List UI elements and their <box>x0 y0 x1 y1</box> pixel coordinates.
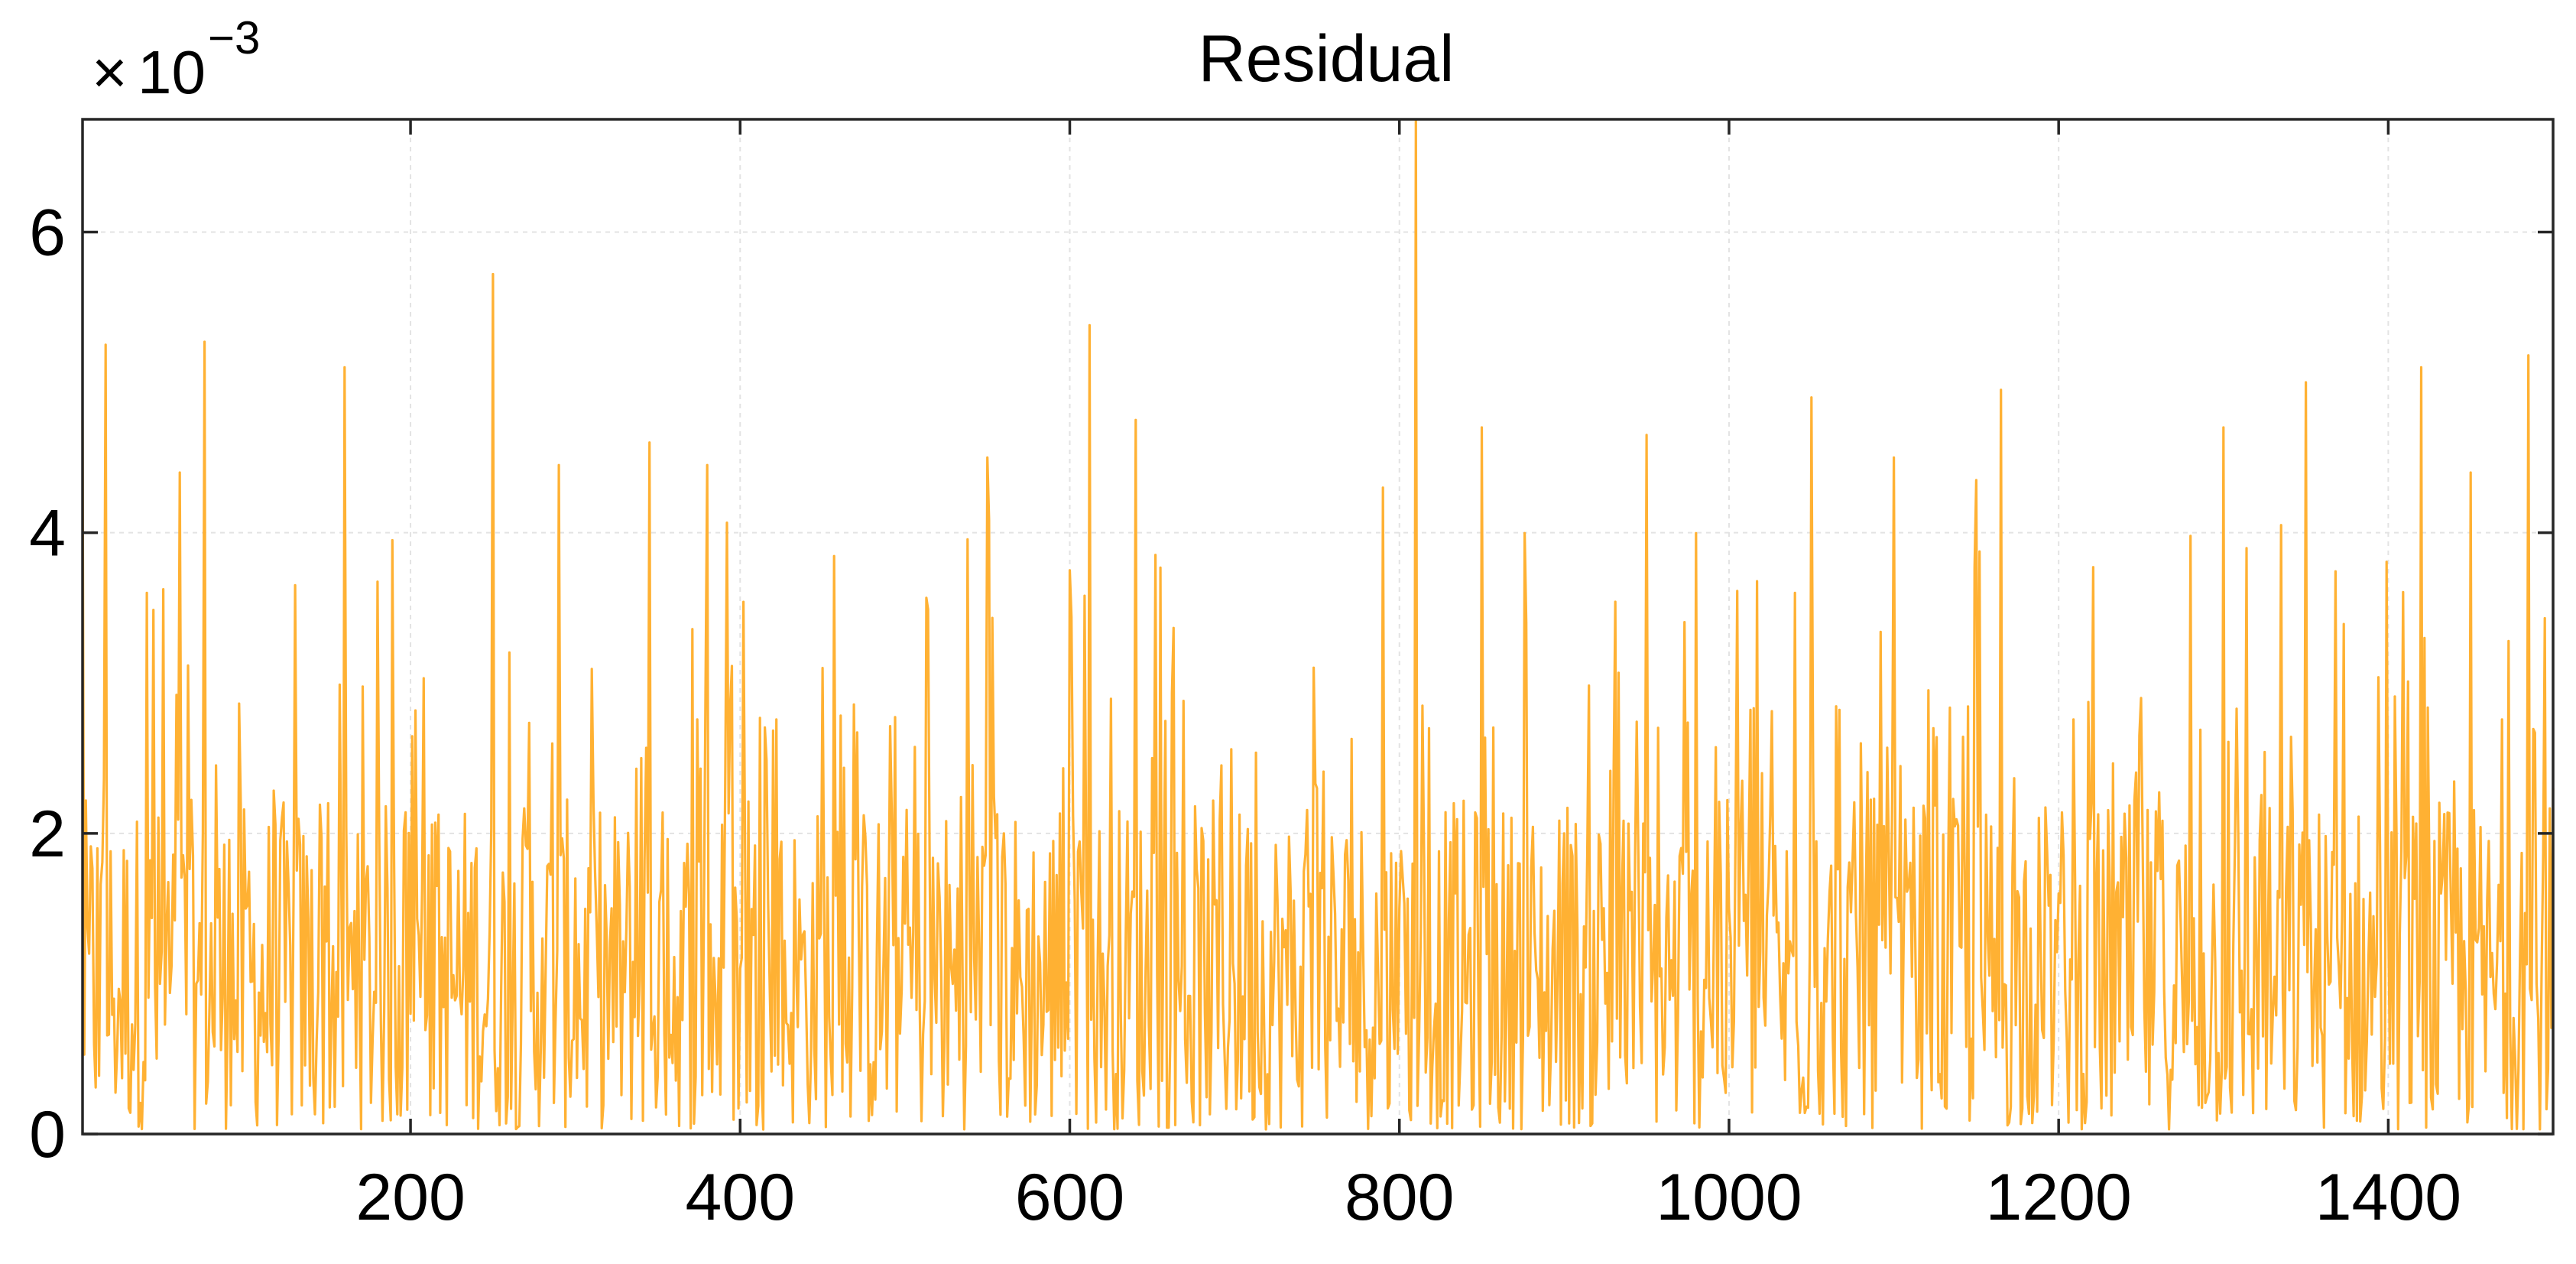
y-axis-tick-labels: 0 2 4 6 <box>29 196 66 1171</box>
x-tick-label: 600 <box>1015 1161 1125 1234</box>
y-tick-label: 2 <box>29 798 66 871</box>
y-axis-exponent-base: 10 <box>138 38 206 106</box>
series-line <box>81 118 2555 1131</box>
y-tick-label: 6 <box>29 196 66 269</box>
y-axis-exponent-label: × 10 −3 <box>92 12 260 106</box>
x-axis-tick-labels: 200 400 600 800 1000 1200 1400 <box>355 1161 2461 1234</box>
x-tick-label: 1000 <box>1656 1161 1802 1234</box>
x-tick-label: 800 <box>1345 1161 1455 1234</box>
x-tick-label: 200 <box>355 1161 466 1234</box>
axis-ticks <box>83 119 2553 1136</box>
x-tick-label: 1400 <box>2315 1161 2461 1234</box>
y-axis-exponent-power: −3 <box>208 12 260 63</box>
x-tick-label: 400 <box>686 1161 796 1234</box>
y-tick-label: 4 <box>29 497 66 570</box>
y-tick-label: 0 <box>29 1098 66 1171</box>
series-layer <box>81 118 2555 1131</box>
plot-frame <box>81 118 2555 1136</box>
y-axis-exponent-times: × <box>92 38 128 106</box>
chart-title: Residual <box>1199 22 1455 96</box>
x-tick-label: 1200 <box>1986 1161 2132 1234</box>
